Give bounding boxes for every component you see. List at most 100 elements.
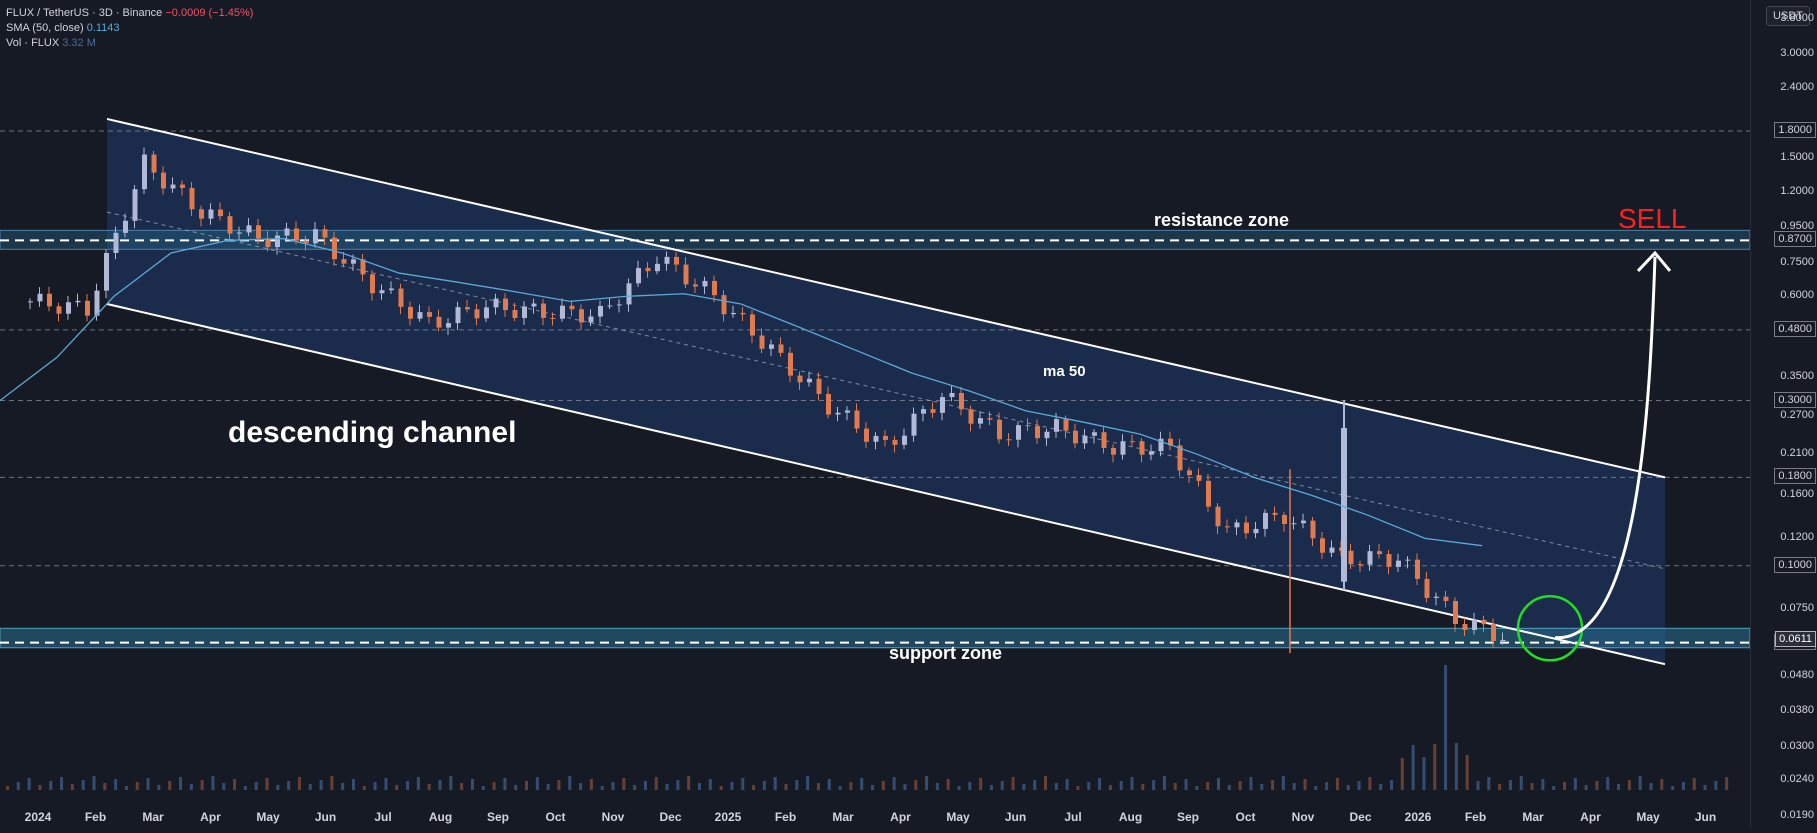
- candle: [427, 312, 432, 317]
- volume-bar: [698, 783, 701, 790]
- candle: [360, 259, 366, 275]
- candle: [265, 238, 271, 248]
- volume-bar: [784, 784, 788, 790]
- volume-bar: [1173, 783, 1177, 790]
- volume-bar: [1022, 784, 1026, 790]
- candle: [674, 256, 679, 265]
- volume-bar: [914, 780, 918, 790]
- candle: [607, 305, 613, 307]
- volume-bar: [1087, 782, 1091, 790]
- price-tick: 0.6000: [1780, 289, 1814, 302]
- candle: [1215, 506, 1221, 527]
- candle: [826, 393, 831, 415]
- candle: [864, 428, 869, 442]
- volume-bar: [1552, 786, 1556, 790]
- price-tick: 1.2000: [1780, 184, 1814, 197]
- volume-bar: [438, 780, 442, 790]
- volume-bar: [189, 784, 193, 790]
- time-tick: Aug: [1118, 810, 1143, 824]
- candle: [1177, 445, 1183, 471]
- volume-bar: [1011, 777, 1015, 790]
- time-tick: Jun: [314, 810, 337, 824]
- volume-bar: [373, 782, 377, 790]
- volume-bar: [849, 782, 853, 790]
- candle: [75, 300, 81, 303]
- time-tick: Feb: [84, 810, 107, 824]
- candle: [1443, 596, 1449, 601]
- currency-badge[interactable]: USDT: [1766, 6, 1810, 26]
- candle: [1320, 538, 1325, 553]
- candle: [845, 410, 850, 413]
- time-tick: Dec: [659, 810, 682, 824]
- time-tick: May: [256, 810, 280, 824]
- candle: [132, 189, 138, 221]
- volume-bar: [762, 781, 766, 790]
- chart-plot[interactable]: [0, 0, 1751, 828]
- candle: [1291, 523, 1297, 525]
- candle: [816, 378, 822, 394]
- time-tick: Dec: [1349, 810, 1372, 824]
- volume-bar: [1433, 744, 1437, 790]
- time-tick: Jul: [374, 810, 392, 824]
- candle: [1244, 522, 1249, 534]
- volume-bar: [957, 786, 961, 790]
- chart-area[interactable]: FLUX / TetherUS · 3D · Binance −0.0009 (…: [0, 0, 1751, 828]
- volume-bar: [1573, 778, 1577, 790]
- candle: [389, 288, 394, 291]
- candle: [731, 312, 736, 315]
- candle: [617, 304, 622, 306]
- candle: [978, 418, 983, 424]
- time-tick: Apr: [1580, 810, 1601, 824]
- volume-bar: [265, 778, 269, 790]
- time-tick: Nov: [601, 810, 625, 824]
- candle: [1301, 520, 1306, 524]
- time-tick: Jul: [1064, 810, 1082, 824]
- volume-bar: [1195, 786, 1199, 790]
- candle: [1358, 564, 1363, 566]
- time-tick: Sep: [486, 810, 510, 824]
- volume-bar: [676, 780, 680, 790]
- time-tick: Mar: [832, 810, 854, 824]
- candle: [1341, 427, 1347, 582]
- sma-label[interactable]: SMA (50, close): [6, 22, 84, 34]
- candle: [1234, 522, 1240, 528]
- price-tick: 0.0750: [1780, 602, 1814, 615]
- volume-bar: [416, 777, 420, 790]
- volume-bar: [1314, 786, 1318, 790]
- price-axis[interactable]: USDT 3.8000 3.0000 2.4000 1.5000 1.2000 0.950…: [1750, 0, 1817, 828]
- candle: [341, 259, 347, 264]
- volume-bar: [1627, 780, 1631, 790]
- candle: [968, 409, 974, 424]
- channel-upper-line: [106, 117, 1666, 479]
- volume-bar: [816, 783, 820, 790]
- volume-bar: [60, 777, 64, 790]
- candle: [1253, 528, 1259, 534]
- candle: [151, 154, 157, 173]
- volume-bar: [1487, 777, 1491, 790]
- volume-bar: [1357, 781, 1361, 790]
- price-tick: 0.1600: [1780, 488, 1814, 501]
- candle: [1111, 448, 1116, 455]
- volume-label[interactable]: Vol · FLUX: [6, 37, 60, 49]
- candle: [1120, 441, 1126, 455]
- volume-bar: [341, 783, 345, 790]
- volume-bar: [1660, 779, 1664, 790]
- candle: [712, 280, 717, 296]
- candle: [579, 309, 584, 323]
- price-tick: 2.4000: [1780, 80, 1814, 93]
- volume-bar: [1152, 780, 1156, 790]
- candle: [598, 305, 603, 317]
- volume-bar: [1206, 782, 1210, 790]
- volume-bar: [1671, 786, 1675, 790]
- volume-bar: [1292, 783, 1296, 790]
- candle: [588, 316, 594, 323]
- candle: [227, 216, 233, 234]
- candle: [1149, 451, 1154, 455]
- volume-bar: [297, 777, 301, 790]
- volume-bar: [27, 778, 31, 790]
- symbol-label[interactable]: FLUX / TetherUS · 3D · Binance: [6, 7, 163, 19]
- price-level-box: 0.3000: [1774, 391, 1816, 408]
- candle: [1472, 619, 1477, 630]
- candle: [959, 393, 964, 410]
- candle: [645, 267, 651, 272]
